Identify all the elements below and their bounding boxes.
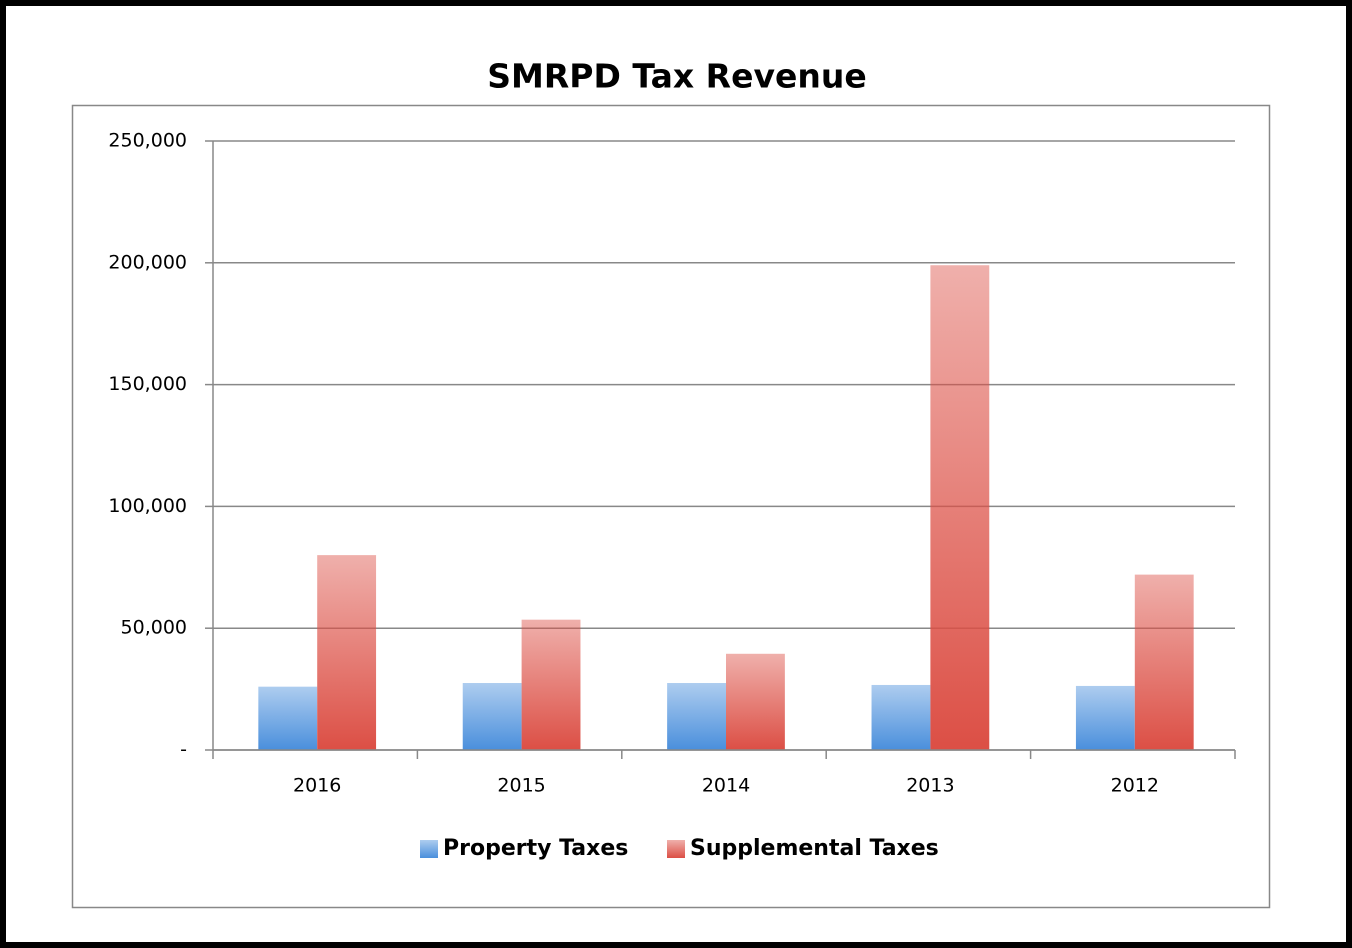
bar <box>1075 685 1135 750</box>
x-tick-label: 2012 <box>1111 775 1159 797</box>
y-tick-label: 200,000 <box>108 251 187 273</box>
bar <box>667 683 726 750</box>
bar <box>462 683 522 750</box>
y-tick-label: - <box>180 739 187 761</box>
bar <box>521 619 581 750</box>
x-tick-label: 2016 <box>293 775 341 797</box>
x-tick-label: 2014 <box>702 775 750 797</box>
x-tick-label: 2013 <box>906 775 954 797</box>
bar <box>930 265 990 750</box>
x-tick-label: 2015 <box>497 775 545 797</box>
y-tick-label: 50,000 <box>121 617 187 639</box>
bar <box>1134 574 1194 750</box>
legend-swatch <box>667 840 685 858</box>
y-tick-label: 100,000 <box>108 495 187 517</box>
legend-label: Property Taxes <box>443 836 628 861</box>
bar <box>317 555 377 750</box>
legend-swatch <box>420 840 438 858</box>
chart-title: SMRPD Tax Revenue <box>487 57 866 96</box>
y-tick-label: 250,000 <box>108 130 187 152</box>
y-tick-label: 150,000 <box>108 373 187 395</box>
legend-label: Supplemental Taxes <box>690 836 939 861</box>
bar <box>726 653 785 750</box>
bar <box>258 686 318 750</box>
bar <box>871 684 931 750</box>
